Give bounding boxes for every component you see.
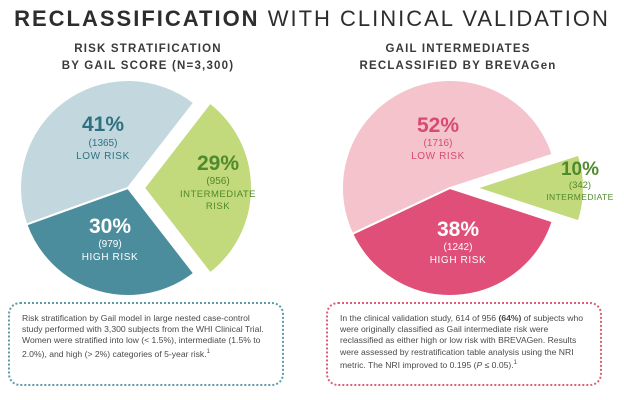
left-low-label: LOW RISK [76, 151, 130, 162]
right-note-box: In the clinical validation study, 614 of… [326, 302, 602, 386]
right-high-label: HIGH RISK [430, 255, 487, 266]
left-chart-title-line2: BY GAIL SCORE (N=3,300) [61, 60, 235, 72]
right-intermediate-count: (342) [569, 180, 591, 191]
left-note-box: Risk stratification by Gail model in lar… [8, 302, 284, 386]
left-intermediate-label2: RISK [206, 201, 230, 212]
right-chart-title-line1: GAIL INTERMEDIATES [385, 43, 531, 55]
right-note-p: P [476, 359, 483, 370]
right-intermediate-label: INTERMEDIATE [546, 192, 613, 202]
left-low-percent: 41% [82, 113, 124, 136]
page-title: RECLASSIFICATION WITH CLINICAL VALIDATIO… [0, 6, 624, 32]
right-high-count: (1242) [444, 242, 473, 253]
right-note-bold: (64%) [498, 313, 522, 323]
right-note-text-c: ≤ 0.05). [482, 359, 514, 370]
left-high-percent: 30% [89, 215, 131, 238]
left-low-count: (1365) [89, 138, 118, 149]
right-slice-high-risk [350, 186, 554, 297]
right-note-text-b: of subjects who were originally classifi… [340, 313, 584, 370]
left-chart-title-line1: RISK STRATIFICATION [74, 43, 222, 55]
left-high-label: HIGH RISK [82, 252, 139, 263]
left-intermediate-count: (956) [206, 176, 229, 187]
right-high-percent: 38% [437, 218, 479, 241]
left-note-text: Risk stratification by Gail model in lar… [22, 313, 264, 359]
left-chart-title: RISK STRATIFICATION BY GAIL SCORE (N=3,3… [8, 41, 288, 75]
left-pie-chart: 41% (1365) LOW RISK 29% (956) INTERMEDIA… [19, 80, 256, 297]
right-chart-title: GAIL INTERMEDIATES RECLASSIFIED BY BREVA… [318, 41, 598, 75]
left-slice-intermediate [142, 101, 253, 275]
left-high-count: (979) [98, 239, 121, 250]
right-low-percent: 52% [417, 114, 459, 137]
left-intermediate-label: INTERMEDIATE [180, 189, 256, 200]
left-note-ref: 1 [206, 348, 210, 355]
right-note-ref: 1 [513, 359, 517, 366]
right-low-label: LOW RISK [411, 151, 465, 162]
right-slice-intermediate [472, 153, 585, 223]
title-light: WITH CLINICAL VALIDATION [259, 6, 610, 31]
left-slice-high-risk [25, 186, 196, 297]
left-slice-low-risk [19, 80, 196, 226]
right-low-count: (1716) [424, 138, 453, 149]
right-slice-low-risk [341, 80, 554, 236]
right-pie-chart: 52% (1716) LOW RISK 10% (342) INTERMEDIA… [341, 80, 613, 297]
right-intermediate-percent: 10% [561, 159, 599, 180]
right-note-text-a: In the clinical validation study, 614 of… [340, 313, 499, 323]
left-intermediate-percent: 29% [197, 152, 239, 175]
title-bold: RECLASSIFICATION [14, 6, 260, 31]
right-chart-title-line2: RECLASSIFIED BY BREVAGen [359, 60, 557, 72]
